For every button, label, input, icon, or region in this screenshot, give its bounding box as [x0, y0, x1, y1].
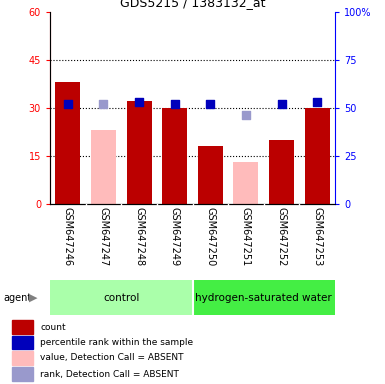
Text: GSM647252: GSM647252 [276, 207, 286, 267]
Point [172, 101, 178, 107]
Bar [12, 320, 33, 334]
Bar [305, 108, 330, 204]
Bar [198, 146, 223, 204]
Point [207, 101, 213, 107]
Point [243, 112, 249, 118]
Text: GSM647246: GSM647246 [63, 207, 73, 266]
Text: value, Detection Call = ABSENT: value, Detection Call = ABSENT [40, 353, 184, 362]
Text: GSM647251: GSM647251 [241, 207, 251, 266]
Text: ▶: ▶ [29, 293, 37, 303]
Text: GSM647247: GSM647247 [99, 207, 109, 266]
Bar [233, 162, 258, 204]
Text: control: control [103, 293, 139, 303]
Bar [269, 139, 294, 204]
Text: GSM647250: GSM647250 [205, 207, 215, 266]
Bar [12, 336, 33, 349]
Point [136, 99, 142, 105]
Title: GDS5215 / 1383132_at: GDS5215 / 1383132_at [120, 0, 265, 9]
Text: percentile rank within the sample: percentile rank within the sample [40, 338, 194, 347]
Point [278, 101, 285, 107]
Point [65, 101, 71, 107]
Point [100, 101, 107, 107]
Text: GSM647253: GSM647253 [312, 207, 322, 266]
Bar [12, 367, 33, 381]
Text: hydrogen-saturated water: hydrogen-saturated water [195, 293, 332, 303]
Text: GSM647248: GSM647248 [134, 207, 144, 266]
Bar [91, 130, 116, 204]
Text: rank, Detection Call = ABSENT: rank, Detection Call = ABSENT [40, 370, 179, 379]
Bar [162, 108, 187, 204]
Point [314, 99, 320, 105]
Text: count: count [40, 323, 66, 332]
Bar [55, 82, 80, 204]
Bar [12, 351, 33, 365]
Text: agent: agent [4, 293, 32, 303]
Bar [50, 280, 192, 315]
Bar [127, 101, 152, 204]
Text: GSM647249: GSM647249 [170, 207, 180, 266]
Bar [192, 280, 335, 315]
